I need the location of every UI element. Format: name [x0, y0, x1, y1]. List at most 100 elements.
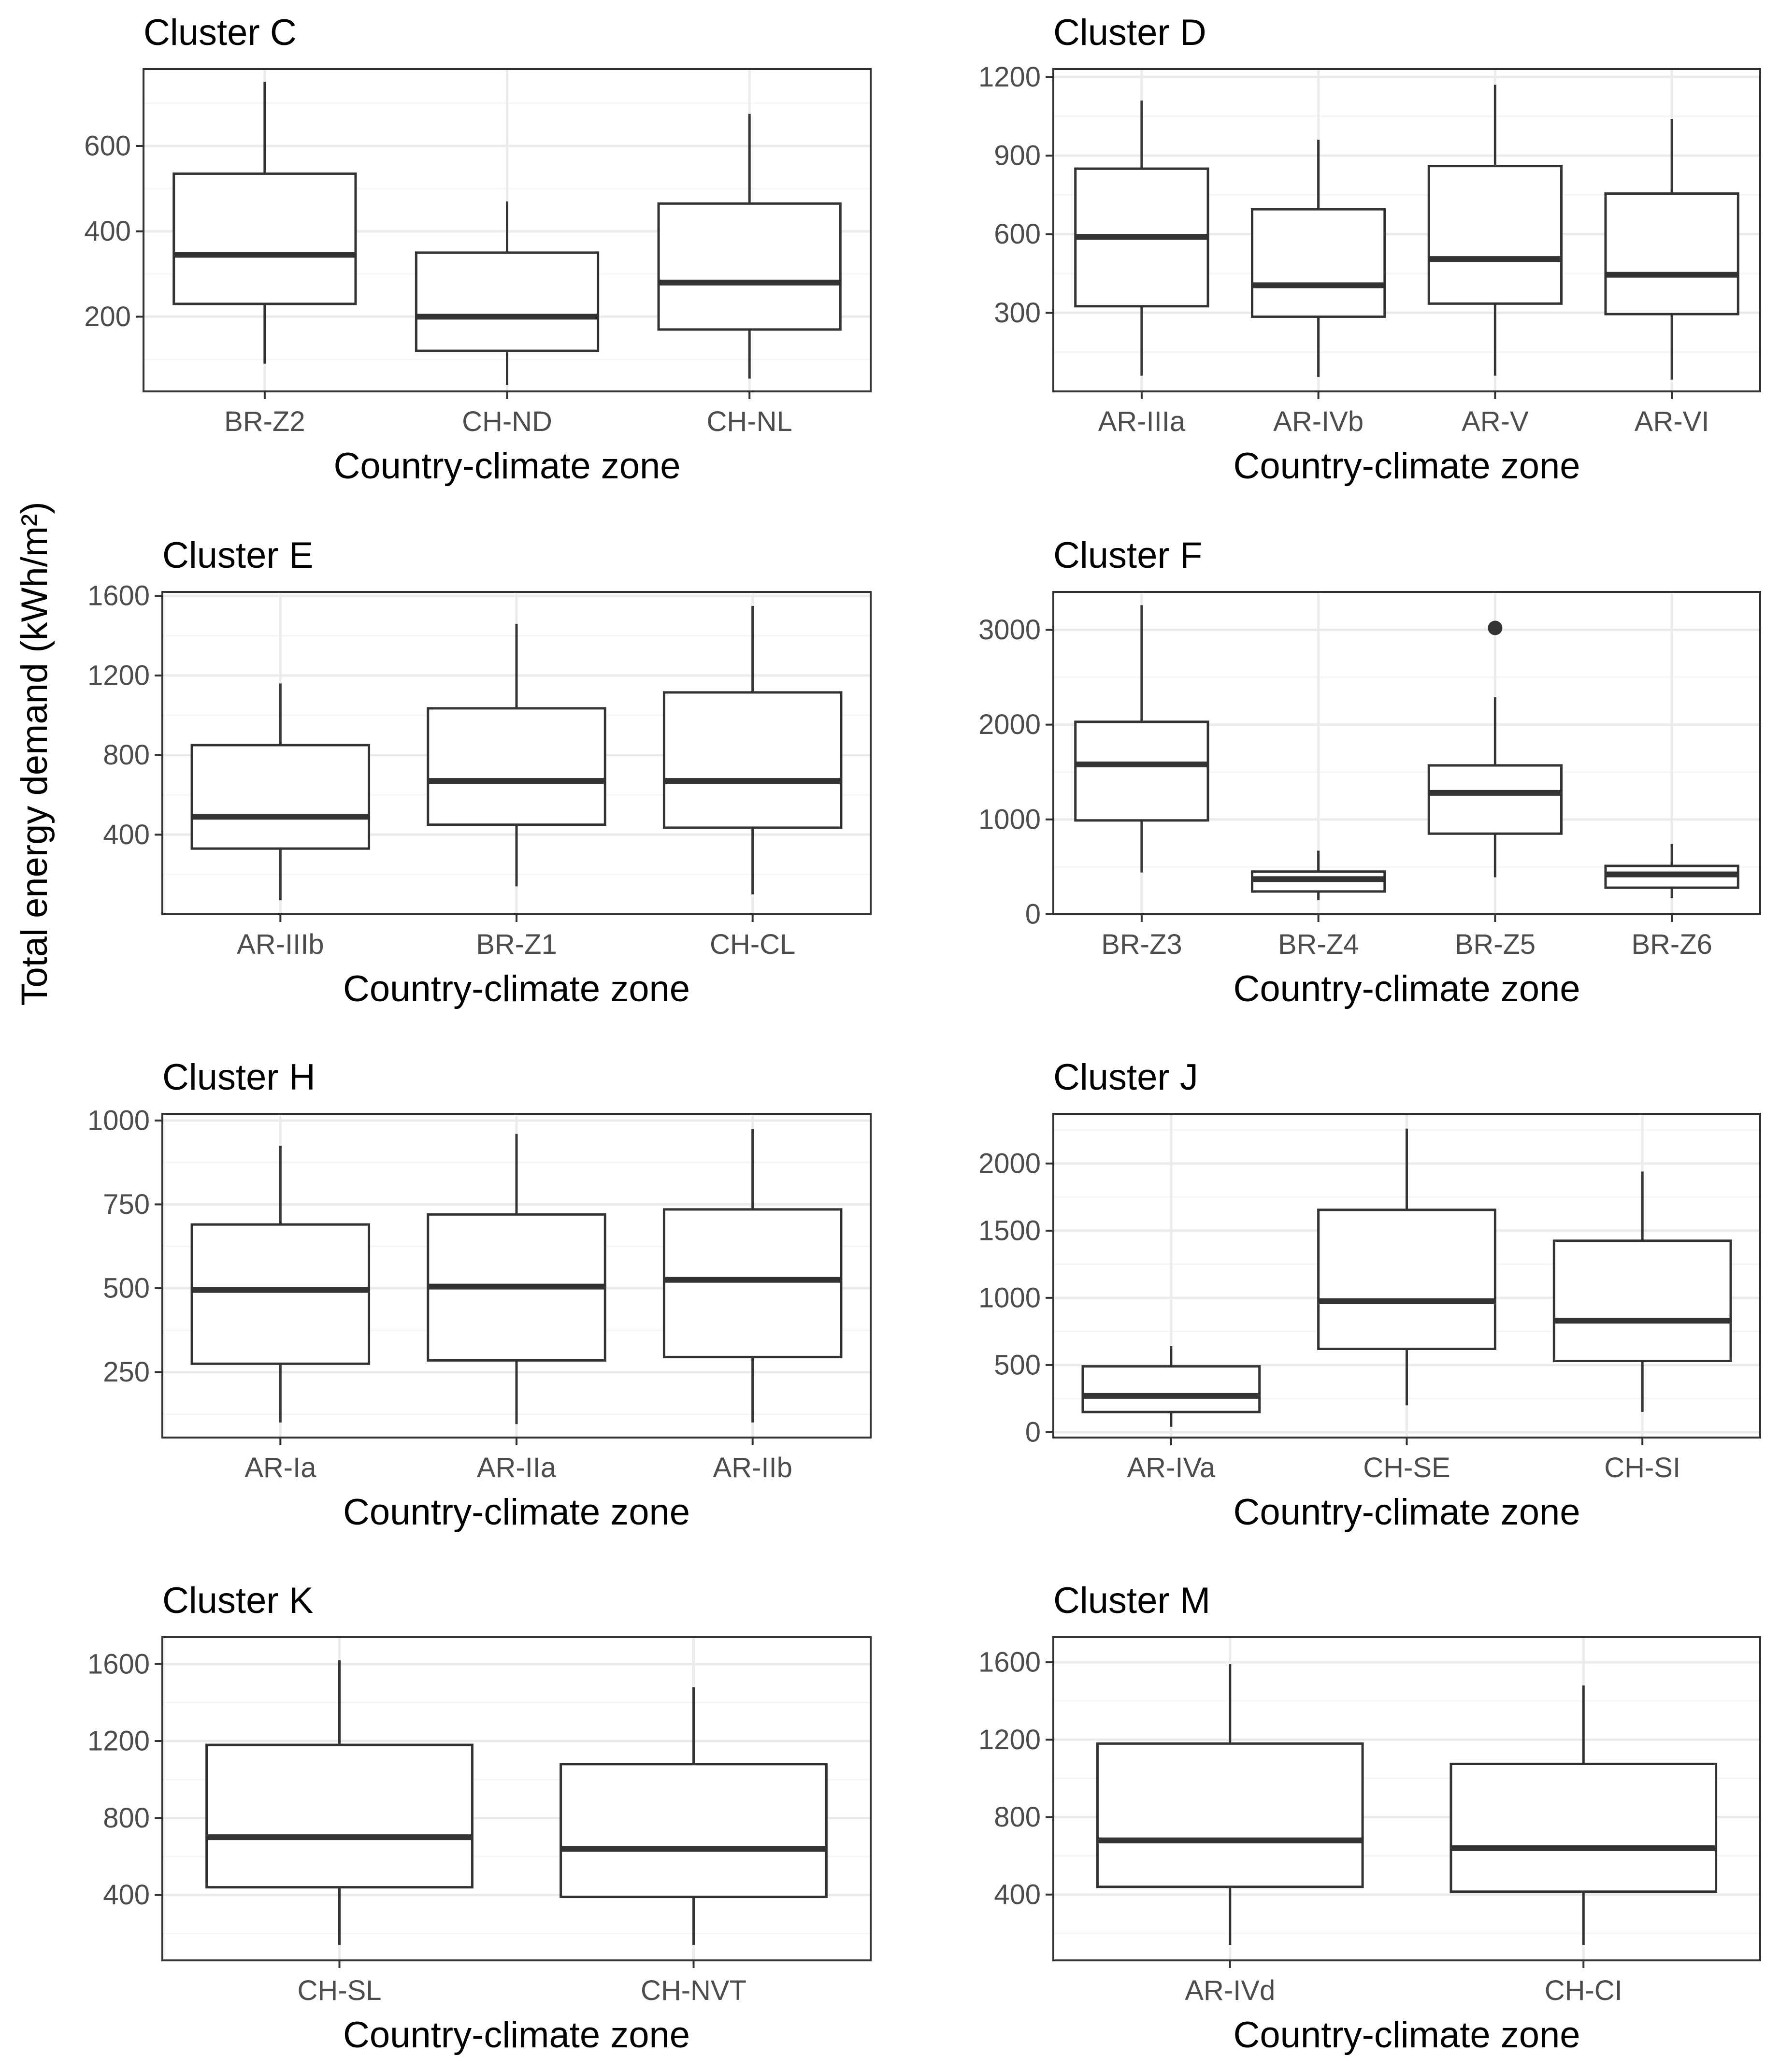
box-iqr [1250, 208, 1386, 318]
box-iqr [662, 1208, 843, 1358]
box-iqr [1317, 1209, 1496, 1351]
x-tick-label: BR-Z4 [1278, 929, 1359, 960]
panel-cluster-j: 0 500 1000 1500 2000 AR-IVa CH-SE CH-SI Country-… [978, 1057, 1761, 1533]
x-tick-label: CH-ND [462, 406, 552, 437]
panel-cluster-m: 400 800 1200 1600 AR-IVd CH-CI Country-climate… [978, 1580, 1761, 2056]
panel-title: Cluster K [162, 1580, 314, 1621]
panel-cluster-d: 300 600 900 1200 AR-IIIa AR-IVb AR-V AR-VI Count… [978, 12, 1761, 487]
x-tick-label: AR-IIIb [237, 929, 324, 960]
box-ar-ia [190, 1145, 371, 1423]
x-tick-label: AR-IVd [1185, 1975, 1275, 2006]
box-iqr [662, 691, 843, 829]
x-tick-label: CH-NL [707, 406, 792, 437]
box-iqr [190, 1223, 371, 1365]
y-tick-label: 800 [994, 1801, 1041, 1833]
box-ch-nl [657, 114, 842, 379]
y-tick-label: 400 [103, 819, 150, 850]
x-tick-label: AR-Ia [244, 1452, 316, 1483]
box-ar-iva [1081, 1346, 1261, 1427]
y-tick-label: 750 [103, 1189, 150, 1220]
box-iqr [190, 744, 371, 850]
y-tick-label: 1600 [978, 1647, 1041, 1678]
box-br-z6 [1604, 844, 1739, 898]
panel-title: Cluster C [144, 12, 297, 53]
x-tick-label: AR-IIIa [1098, 406, 1186, 437]
y-tick-label: 250 [103, 1356, 150, 1388]
y-tick-label: 0 [1025, 1416, 1041, 1448]
x-axis-title: Country-climate zone [343, 1492, 690, 1533]
y-tick-label: 500 [994, 1349, 1041, 1381]
y-tick-label: 200 [84, 301, 131, 332]
y-tick-label: 1200 [978, 1724, 1041, 1755]
x-axis-title: Country-climate zone [1233, 446, 1580, 487]
x-tick-label: AR-IVa [1127, 1452, 1216, 1483]
box-br-z2 [172, 82, 357, 364]
y-tick-label: 600 [84, 130, 131, 162]
box-iqr [1427, 764, 1563, 835]
box-iqr [1081, 1365, 1261, 1413]
panel-title: Cluster J [1053, 1057, 1198, 1098]
x-tick-label: BR-Z2 [224, 406, 305, 437]
y-tick-label: 800 [103, 739, 150, 771]
y-tick-label: 1200 [978, 61, 1041, 93]
panel-cluster-h: 250 500 750 1000 AR-Ia AR-IIa AR-IIb Country-cl… [87, 1057, 872, 1533]
box-ch-si [1552, 1171, 1732, 1412]
box-iqr [657, 202, 842, 331]
x-tick-label: BR-Z6 [1631, 929, 1712, 960]
y-tick-label: 2000 [978, 709, 1041, 740]
box-ar-v [1427, 85, 1563, 376]
x-tick-label: AR-IVb [1273, 406, 1364, 437]
box-ch-ci [1450, 1685, 1718, 1945]
x-axis-title: Country-climate zone [343, 968, 690, 1009]
box-ch-se [1317, 1128, 1496, 1406]
panel-title: Cluster H [162, 1057, 316, 1098]
x-tick-label: BR-Z5 [1455, 929, 1536, 960]
box-iqr [427, 707, 606, 826]
y-tick-label: 3000 [978, 614, 1041, 646]
box-iqr [415, 251, 600, 352]
y-tick-label: 400 [103, 1879, 150, 1911]
panel-border [161, 1636, 872, 1961]
box-iqr [1552, 1239, 1732, 1363]
box-ch-nvt [560, 1687, 828, 1945]
y-tick-label: 800 [103, 1802, 150, 1834]
x-tick-label: BR-Z1 [476, 929, 557, 960]
outlier-point [1488, 620, 1503, 635]
box-br-z4 [1250, 850, 1386, 900]
box-ar-iia [427, 1134, 606, 1424]
x-tick-label: CH-CL [710, 929, 795, 960]
y-tick-label: 900 [994, 140, 1041, 171]
y-tick-label: 400 [84, 216, 131, 247]
y-tick-label: 500 [103, 1273, 150, 1304]
x-tick-label: CH-SE [1363, 1452, 1450, 1483]
box-br-z1 [427, 623, 606, 887]
panel-title: Cluster E [162, 535, 314, 576]
y-tick-label: 300 [994, 297, 1041, 329]
panel-cluster-f: 0 1000 2000 3000 BR-Z3 BR-Z4 BR-Z5 BR-Z6 Country… [978, 535, 1761, 1009]
x-axis-title: Country-climate zone [1233, 2014, 1580, 2056]
y-tick-label: 1000 [87, 1105, 150, 1136]
box-ar-iib [662, 1129, 843, 1423]
box-iqr [1096, 1742, 1364, 1888]
x-axis-title: Country-climate zone [1233, 1492, 1580, 1533]
panel-border [1052, 1636, 1761, 1961]
y-tick-label: 1500 [978, 1215, 1041, 1246]
box-ar-vi [1604, 119, 1739, 380]
y-tick-label: 1200 [87, 660, 150, 691]
panel-cluster-c: 200 400 600 BR-Z2 CH-ND CH-NL Country-climate … [84, 12, 872, 487]
x-tick-label: BR-Z3 [1101, 929, 1182, 960]
panel-cluster-k: 400 800 1200 1600 CH-SL CH-NVT Country-climate… [87, 1580, 872, 2056]
box-ar-iiia [1074, 101, 1209, 376]
box-iqr [172, 172, 357, 305]
x-tick-label: CH-SI [1604, 1452, 1680, 1483]
box-ar-ivd [1096, 1664, 1364, 1945]
y-tick-label: 1600 [87, 1648, 150, 1680]
x-tick-label: AR-IIb [713, 1452, 792, 1483]
figure-ylabel: Total energy demand (kWh/m²) [14, 502, 55, 1006]
x-tick-label: CH-NVT [641, 1975, 746, 2006]
box-br-z5 [1427, 697, 1563, 878]
panel-border [1052, 591, 1761, 915]
panel-title: Cluster M [1053, 1580, 1210, 1621]
y-tick-label: 1000 [978, 804, 1041, 835]
